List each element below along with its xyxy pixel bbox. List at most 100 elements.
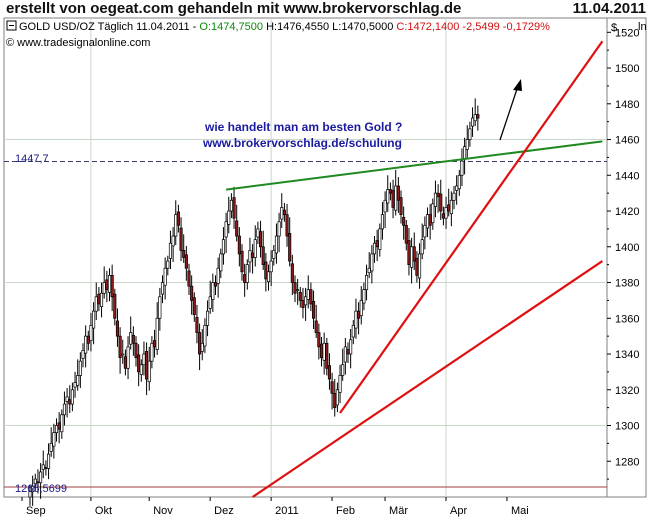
candle-down	[44, 467, 48, 469]
candle-up	[341, 364, 345, 376]
x-tick-label: Nov	[153, 505, 173, 517]
candle-down	[179, 227, 183, 251]
candle-down	[282, 209, 286, 215]
candle-up	[92, 310, 96, 329]
candle-up	[280, 207, 284, 220]
candle-down	[290, 263, 294, 283]
y-tick-label: 1480	[615, 99, 639, 111]
candle-down	[176, 211, 180, 226]
candle-up	[274, 235, 279, 254]
candle-down	[187, 270, 191, 287]
candle-up	[349, 339, 353, 355]
candle-up	[129, 332, 133, 345]
candle-down	[375, 240, 379, 248]
red-support-trendline-steep	[339, 40, 604, 414]
candle-up	[338, 375, 342, 393]
candle-up	[139, 364, 143, 375]
candle-up	[354, 310, 358, 329]
candle-down	[86, 335, 90, 344]
candle-down	[346, 349, 350, 355]
candle-down	[439, 193, 443, 212]
candle-up	[94, 296, 98, 312]
candle-down	[388, 189, 392, 194]
y-tick-label: 1440	[615, 170, 639, 182]
candle-up	[367, 267, 371, 274]
grid-lines	[4, 18, 607, 497]
candle-down	[192, 297, 196, 316]
candle-down	[330, 381, 334, 394]
candle-down	[415, 258, 419, 276]
candle-up	[60, 414, 64, 433]
candle-up	[269, 260, 273, 273]
candle-up	[73, 382, 77, 388]
candle-down	[243, 274, 247, 283]
candle-down	[327, 365, 332, 380]
level-label-lower: 1265,5699	[15, 483, 67, 495]
candle-down	[447, 204, 451, 212]
candle-up	[33, 478, 37, 484]
y-tick-label: 1460	[615, 135, 639, 147]
candle-up	[380, 214, 385, 230]
candle-up	[221, 239, 226, 255]
candle-up	[216, 267, 220, 284]
candle-up	[147, 360, 151, 383]
page-header: erstellt von oegeat.com gehandeln mit ww…	[0, 0, 650, 18]
candle-up	[372, 242, 377, 255]
red-support-trendline-long	[251, 260, 604, 498]
candle-up	[266, 271, 271, 282]
y-tick-label: 1420	[615, 206, 639, 218]
candle-down	[195, 317, 199, 333]
candle-up	[418, 253, 422, 279]
candle-up	[171, 235, 175, 247]
candle-up	[420, 239, 424, 255]
candle-up	[126, 346, 130, 369]
candle-up	[31, 485, 35, 492]
header-caption: erstellt von oegeat.com gehandeln mit ww…	[6, 0, 462, 17]
candle-down	[441, 213, 445, 219]
x-tick-label: Sep	[26, 505, 46, 517]
annotation-url: www.brokervorschlag.de/schulung	[202, 136, 402, 150]
candle-up	[423, 224, 427, 238]
green-resistance-trendline	[225, 140, 603, 191]
candle-up	[84, 335, 88, 354]
candle-down	[407, 240, 411, 265]
candle-down	[325, 342, 329, 369]
candle-down	[428, 214, 432, 226]
candle-down	[314, 320, 318, 333]
candle-up	[200, 342, 204, 352]
candle-down	[134, 342, 138, 358]
candle-down	[293, 282, 297, 294]
candle-up	[378, 228, 382, 250]
upward-arrow-icon	[499, 79, 522, 141]
x-axis: Sep Okt Nov Dez 2011 Feb Mär Apr Mai	[21, 497, 529, 517]
candle-up	[351, 325, 355, 338]
candle-down	[261, 246, 265, 265]
y-tick-label: 1300	[615, 421, 639, 433]
candle-up	[383, 199, 387, 213]
y-tick-label: 1380	[615, 278, 639, 290]
low-value: L:1470,5000	[332, 21, 393, 33]
y-tick-label: 1400	[615, 242, 639, 254]
axis-frame	[606, 17, 647, 498]
candle-up	[296, 289, 300, 292]
x-tick-label: Feb	[336, 505, 355, 517]
candle-down	[237, 235, 241, 255]
candle-down	[317, 332, 321, 348]
candle-up	[306, 289, 310, 300]
candle-up	[219, 253, 223, 272]
y-axis: 1280 1300 1320 1340 1360 1380 1400 1420 1440 1460…	[607, 27, 639, 480]
candle-up	[28, 491, 32, 498]
candle-down	[312, 300, 316, 319]
candle-down	[118, 335, 122, 358]
candle-down	[97, 293, 101, 305]
candle-down	[259, 231, 263, 248]
candle-up	[455, 185, 459, 191]
header-date: 11.04.2011	[572, 0, 646, 17]
candle-up	[227, 210, 231, 225]
x-tick-label: Dez	[214, 505, 234, 517]
horizontal-levels	[4, 161, 607, 488]
candle-up	[52, 432, 56, 447]
candle-up	[54, 425, 59, 434]
candle-up	[168, 242, 173, 259]
candle-up	[245, 264, 249, 283]
